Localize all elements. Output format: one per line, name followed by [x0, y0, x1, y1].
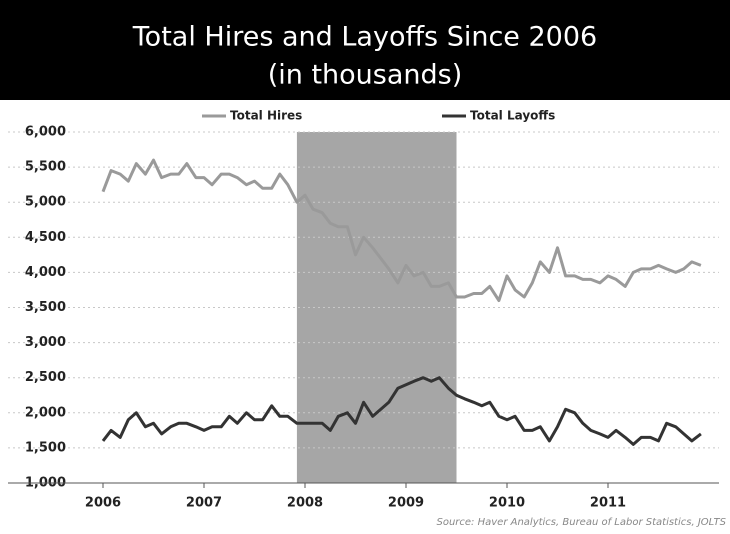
- series-line: [101, 376, 702, 446]
- title-band: [0, 0, 730, 100]
- source: Source: Haver Analytics, Bureau of Labor…: [436, 517, 726, 528]
- y-tick-label: 1,500: [25, 440, 66, 455]
- y-tick-label: 4,000: [25, 265, 66, 280]
- chart-subtitle: (in thousands): [268, 60, 463, 91]
- y-tick-label: 5,000: [25, 195, 66, 210]
- y-tick-label: 2,000: [25, 405, 66, 420]
- legend-label: Total Layoffs: [470, 109, 555, 123]
- x-tick-label: 2009: [388, 496, 424, 511]
- x-tick-label: 2007: [186, 496, 222, 511]
- y-tick-label: 3,500: [25, 300, 66, 315]
- legend-label: Total Hires: [230, 109, 302, 123]
- y-tick-label: 2,500: [25, 370, 66, 385]
- x-tick-label: 2010: [489, 496, 525, 511]
- series-line: [101, 158, 702, 302]
- chart-title: Total Hires and Layoffs Since 2006: [132, 22, 597, 53]
- y-tick-label: 3,000: [25, 335, 66, 350]
- x-tick-label: 2008: [287, 496, 323, 511]
- y-tick-label: 6,000: [25, 125, 66, 140]
- shaded-region: [296, 132, 457, 483]
- y-tick-label: 4,500: [25, 230, 66, 245]
- y-tick-label: 5,500: [25, 160, 66, 175]
- x-tick-label: 2011: [590, 496, 626, 511]
- x-tick-label: 2006: [85, 496, 121, 511]
